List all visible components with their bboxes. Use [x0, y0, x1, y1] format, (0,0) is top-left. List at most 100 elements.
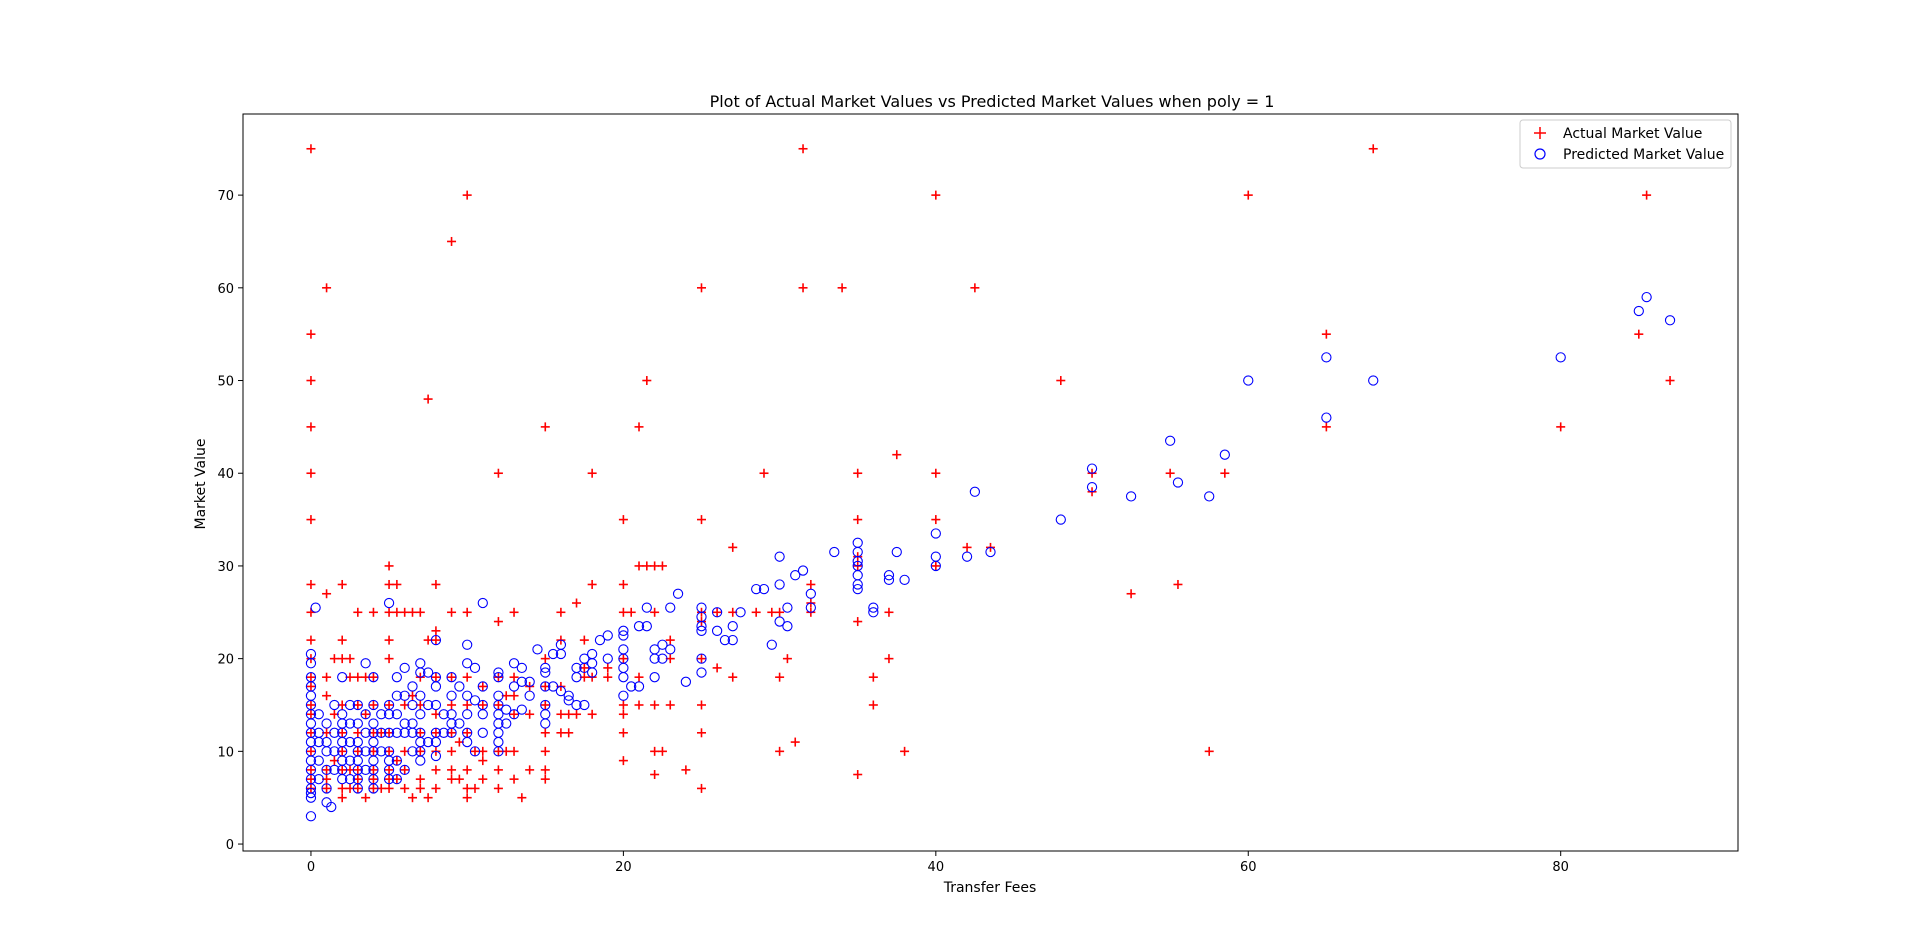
actual-point [306, 765, 316, 775]
predicted-point [462, 639, 473, 650]
actual-point [1368, 144, 1378, 154]
actual-point [712, 663, 722, 673]
predicted-point [477, 597, 488, 609]
predicted-point [961, 551, 973, 562]
actual-point [431, 765, 441, 775]
actual-point [853, 468, 863, 478]
actual-point [1165, 468, 1175, 478]
predicted-point [337, 672, 348, 683]
actual-point [634, 422, 644, 432]
actual-point [587, 709, 597, 719]
actual-point [353, 672, 363, 682]
predicted-point [430, 699, 442, 711]
actual-point [900, 746, 910, 756]
predicted-point [735, 607, 746, 618]
predicted-point [438, 709, 449, 720]
actual-point [618, 515, 628, 525]
actual-point [322, 589, 332, 599]
actual-point [431, 635, 441, 645]
predicted-point [805, 602, 817, 613]
predicted-point [469, 695, 481, 706]
actual-point [384, 783, 394, 793]
predicted-point [805, 588, 817, 599]
actual-point [415, 774, 425, 784]
actual-point [509, 746, 519, 756]
predicted-point [1641, 291, 1652, 303]
predicted-point [555, 685, 567, 697]
predicted-point [454, 681, 465, 692]
actual-point [634, 672, 644, 682]
predicted-point [344, 736, 356, 748]
predicted-point [321, 718, 332, 729]
actual-point [306, 144, 316, 154]
actual-point [447, 236, 457, 246]
predicted-point [368, 718, 379, 729]
predicted-point [563, 695, 574, 706]
predicted-point [329, 699, 340, 711]
actual-point [337, 793, 347, 803]
plot-frame [242, 113, 1739, 852]
actual-point [868, 700, 878, 710]
actual-point [540, 700, 550, 710]
actual-point [853, 770, 863, 780]
predicted-point [930, 551, 941, 562]
predicted-point [501, 718, 512, 729]
actual-point [1556, 422, 1566, 432]
actual-point [306, 746, 316, 756]
predicted-point [360, 746, 371, 757]
predicted-point [1164, 435, 1176, 446]
predicted-point [602, 630, 613, 641]
actual-point [626, 607, 636, 617]
predicted-point [774, 579, 785, 590]
predicted-point [883, 570, 895, 581]
predicted-point [344, 718, 356, 729]
actual-point [462, 672, 472, 682]
actual-point [384, 700, 394, 710]
actual-point [392, 607, 402, 617]
predicted-point [586, 667, 598, 678]
predicted-point [438, 727, 449, 738]
actual-point [368, 607, 378, 617]
actual-point [478, 700, 488, 710]
actual-point [353, 607, 363, 617]
actual-point [650, 770, 660, 780]
predicted-point [657, 639, 668, 650]
actual-point [931, 561, 941, 571]
series-predicted [305, 291, 1676, 822]
predicted-point [391, 690, 403, 701]
predicted-point [1555, 352, 1566, 363]
predicted-point [454, 718, 465, 729]
predicted-point [633, 681, 645, 692]
actual-point [384, 579, 394, 589]
chart-title: Plot of Actual Market Values vs Predicte… [710, 92, 1275, 111]
y-tick-label: 10 [217, 745, 234, 760]
actual-point [462, 793, 472, 803]
predicted-point [422, 667, 434, 678]
predicted-point [391, 709, 403, 720]
actual-point [462, 765, 472, 775]
actual-point [306, 579, 316, 589]
actual-point [493, 617, 503, 627]
predicted-point [383, 774, 395, 785]
predicted-point [477, 709, 488, 720]
x-tick-label: 40 [928, 860, 945, 875]
predicted-point [547, 648, 559, 660]
actual-point [587, 468, 597, 478]
predicted-point [430, 681, 442, 692]
x-tick-label: 60 [1240, 860, 1257, 875]
actual-point [384, 654, 394, 664]
actual-point [353, 783, 363, 793]
actual-point [322, 783, 332, 793]
actual-point [407, 607, 417, 617]
predicted-point [852, 556, 863, 567]
predicted-point [352, 718, 363, 729]
predicted-point [477, 727, 488, 738]
y-tick-label: 60 [217, 282, 234, 297]
predicted-point [774, 616, 785, 627]
predicted-point [790, 570, 801, 581]
predicted-point [391, 672, 403, 683]
x-tick-label: 20 [615, 860, 632, 875]
predicted-point [337, 774, 348, 785]
actual-point [322, 283, 332, 293]
